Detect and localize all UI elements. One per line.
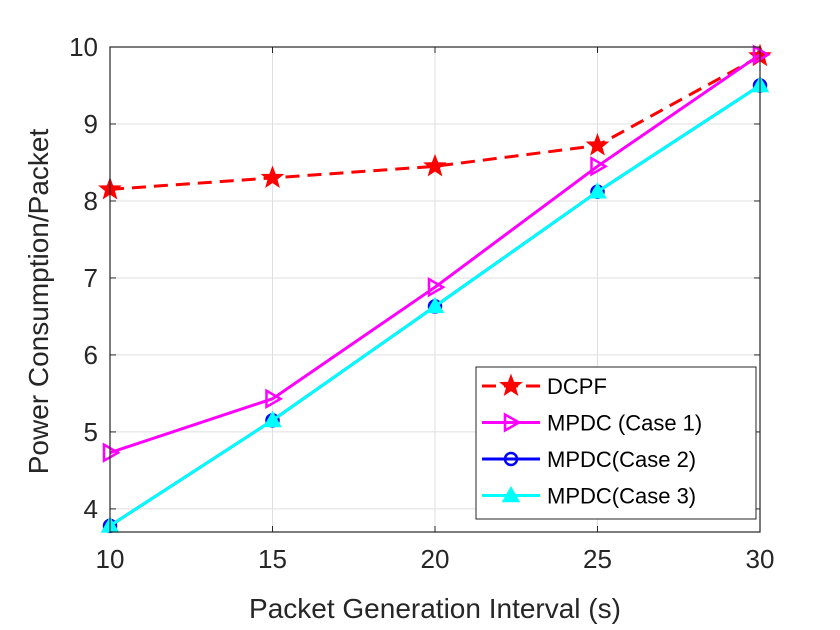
legend-swatch-marker — [499, 373, 523, 397]
series-line — [109, 54, 761, 191]
data-point — [588, 182, 607, 199]
legend-label: DCPF — [547, 374, 607, 399]
data-point — [752, 44, 771, 65]
x-axis-label: Packet Generation Interval (s) — [249, 593, 621, 624]
data-point — [263, 410, 282, 428]
legend-swatch-marker — [501, 485, 521, 503]
y-axis-label: Power Consumption/Packet — [23, 129, 54, 475]
legend-swatch-marker — [503, 451, 519, 467]
x-tick-label: 15 — [258, 544, 287, 574]
legend-label: MPDC(Case 2) — [547, 447, 696, 472]
y-tick-label: 10 — [69, 32, 98, 62]
series-mpdc-case-3 — [100, 75, 770, 533]
axis-ticks: 10 15 20 25 30 4 5 6 7 8 9 10 — [69, 32, 774, 574]
data-point — [260, 165, 285, 188]
legend-swatch-marker — [503, 412, 522, 433]
data-point — [590, 156, 609, 177]
y-tick-label: 7 — [84, 263, 98, 293]
legend-box — [475, 366, 757, 520]
x-tick-label: 20 — [421, 544, 450, 574]
y-tick-label: 6 — [84, 340, 98, 370]
x-tick-label: 30 — [746, 544, 775, 574]
series-line — [109, 53, 761, 455]
y-tick-label: 4 — [84, 494, 98, 524]
data-point — [265, 388, 284, 409]
legend-label: MPDC (Case 1) — [547, 411, 702, 436]
legend-label: MPDC(Case 3) — [547, 484, 696, 509]
data-point — [423, 153, 447, 177]
data-point — [585, 133, 610, 156]
legend: DCPF MPDC (Case 1) MPDC(Case 2) MPDC(Case 3… — [475, 366, 757, 520]
x-tick-label: 25 — [583, 544, 612, 574]
data-point — [425, 296, 445, 314]
x-tick-label: 10 — [96, 544, 125, 574]
y-tick-label: 8 — [84, 186, 98, 216]
data-point — [427, 277, 446, 298]
series-layer — [98, 43, 772, 534]
y-tick-label: 9 — [84, 109, 98, 139]
data-point — [102, 442, 121, 463]
series-mpdc-case-1 — [102, 44, 771, 463]
y-tick-label: 5 — [84, 417, 98, 447]
